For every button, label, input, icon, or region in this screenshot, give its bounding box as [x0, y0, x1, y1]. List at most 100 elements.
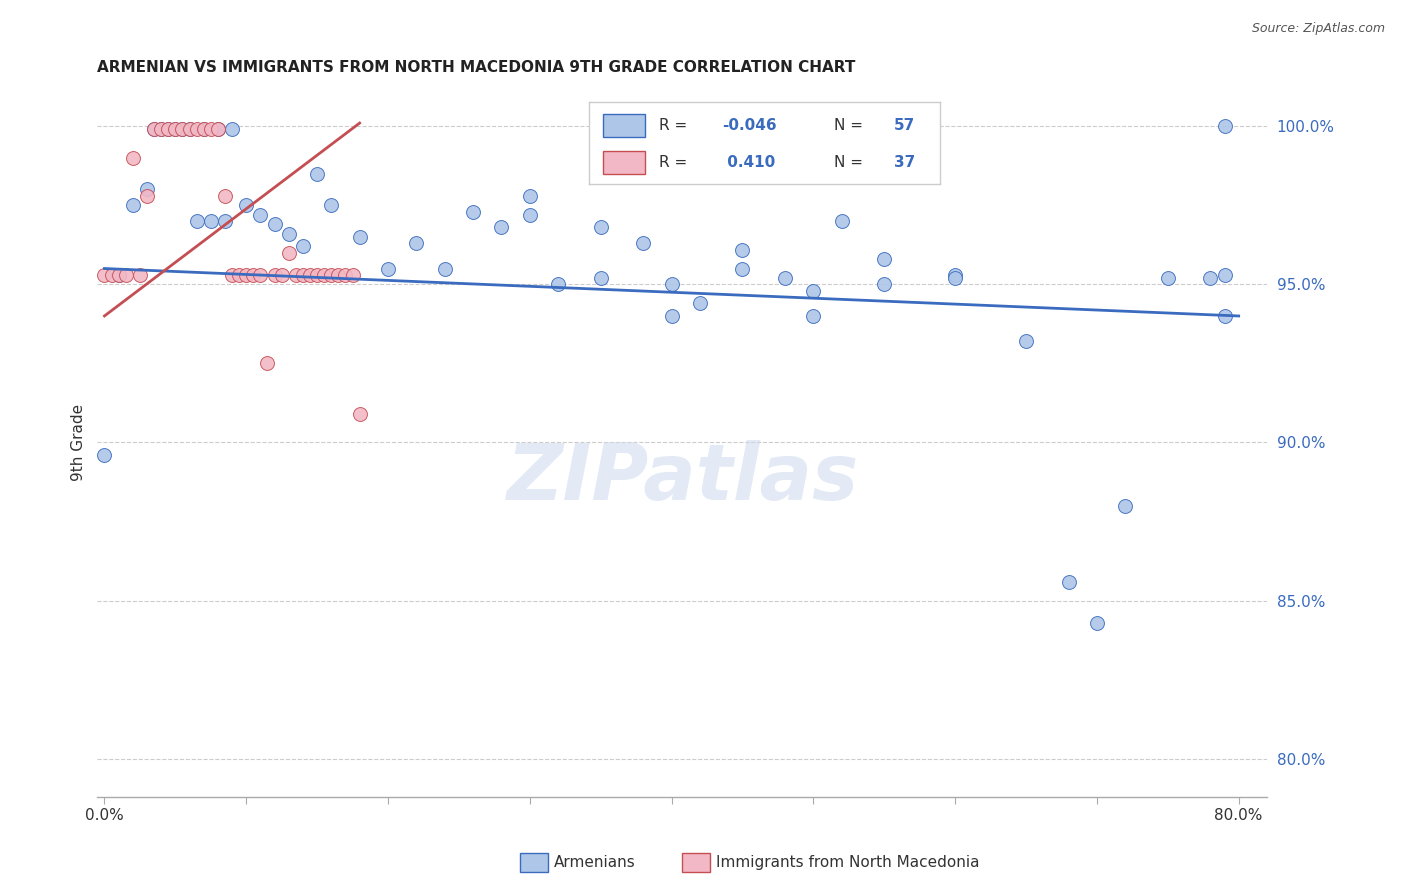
- Point: [277, 227, 299, 241]
- Text: Immigrants from North Macedonia: Immigrants from North Macedonia: [716, 855, 979, 870]
- Point: [200, 122, 222, 136]
- Point: [93, 448, 115, 462]
- Point: [107, 268, 129, 282]
- Point: [1213, 119, 1236, 133]
- Point: [93, 268, 115, 282]
- Point: [1114, 499, 1136, 513]
- Y-axis label: 9th Grade: 9th Grade: [72, 404, 86, 481]
- Point: [519, 208, 541, 222]
- Point: [328, 268, 350, 282]
- Point: [193, 122, 215, 136]
- Point: [943, 268, 966, 282]
- Point: [263, 268, 285, 282]
- Point: [307, 268, 329, 282]
- Point: [143, 122, 166, 136]
- Point: [349, 230, 371, 244]
- Point: [1157, 271, 1180, 285]
- Point: [314, 268, 336, 282]
- Point: [1015, 334, 1038, 349]
- Point: [270, 268, 292, 282]
- Point: [186, 214, 208, 228]
- Text: Armenians: Armenians: [554, 855, 636, 870]
- Point: [214, 214, 236, 228]
- Point: [100, 268, 122, 282]
- Point: [179, 122, 201, 136]
- Point: [661, 277, 683, 292]
- Point: [128, 268, 150, 282]
- Point: [157, 122, 180, 136]
- Point: [801, 309, 824, 323]
- Point: [461, 204, 484, 219]
- Point: [235, 198, 257, 212]
- Point: [165, 122, 187, 136]
- Point: [284, 268, 307, 282]
- Point: [873, 252, 896, 266]
- Point: [107, 268, 129, 282]
- Point: [377, 261, 399, 276]
- Point: [249, 268, 271, 282]
- Point: [165, 122, 187, 136]
- Point: [321, 268, 343, 282]
- Point: [661, 309, 683, 323]
- Point: [200, 214, 222, 228]
- Point: [943, 271, 966, 285]
- Point: [307, 167, 329, 181]
- Point: [263, 217, 285, 231]
- Point: [277, 245, 299, 260]
- Point: [172, 122, 194, 136]
- Point: [143, 122, 166, 136]
- Point: [773, 271, 796, 285]
- Point: [831, 214, 853, 228]
- Point: [179, 122, 201, 136]
- Point: [1057, 574, 1080, 589]
- Point: [1213, 309, 1236, 323]
- Point: [689, 296, 711, 310]
- Point: [214, 188, 236, 202]
- Point: [731, 243, 754, 257]
- Point: [136, 182, 159, 196]
- Point: [207, 122, 229, 136]
- Point: [150, 122, 173, 136]
- Text: ARMENIAN VS IMMIGRANTS FROM NORTH MACEDONIA 9TH GRADE CORRELATION CHART: ARMENIAN VS IMMIGRANTS FROM NORTH MACEDO…: [97, 60, 856, 75]
- Point: [547, 277, 569, 292]
- Point: [291, 268, 314, 282]
- Point: [631, 236, 654, 251]
- Point: [342, 268, 364, 282]
- Point: [491, 220, 513, 235]
- Text: Source: ZipAtlas.com: Source: ZipAtlas.com: [1251, 22, 1385, 36]
- Point: [589, 220, 612, 235]
- Point: [235, 268, 257, 282]
- Point: [193, 122, 215, 136]
- Point: [157, 122, 180, 136]
- Point: [228, 268, 250, 282]
- Text: ZIPatlas: ZIPatlas: [506, 440, 858, 516]
- Point: [172, 122, 194, 136]
- Point: [121, 151, 143, 165]
- Point: [1199, 271, 1222, 285]
- Point: [150, 122, 173, 136]
- Point: [321, 198, 343, 212]
- Point: [1085, 615, 1108, 630]
- Point: [114, 268, 136, 282]
- Point: [1213, 268, 1236, 282]
- Point: [249, 208, 271, 222]
- Point: [349, 407, 371, 421]
- Point: [207, 122, 229, 136]
- Point: [256, 356, 278, 370]
- Point: [519, 188, 541, 202]
- Point: [433, 261, 456, 276]
- Point: [186, 122, 208, 136]
- Point: [221, 268, 243, 282]
- Point: [731, 261, 754, 276]
- Point: [221, 122, 243, 136]
- Point: [589, 271, 612, 285]
- Point: [405, 236, 427, 251]
- Point: [298, 268, 321, 282]
- Point: [136, 188, 159, 202]
- Point: [335, 268, 357, 282]
- Point: [291, 239, 314, 253]
- Point: [242, 268, 264, 282]
- Point: [801, 284, 824, 298]
- Point: [873, 277, 896, 292]
- Point: [121, 198, 143, 212]
